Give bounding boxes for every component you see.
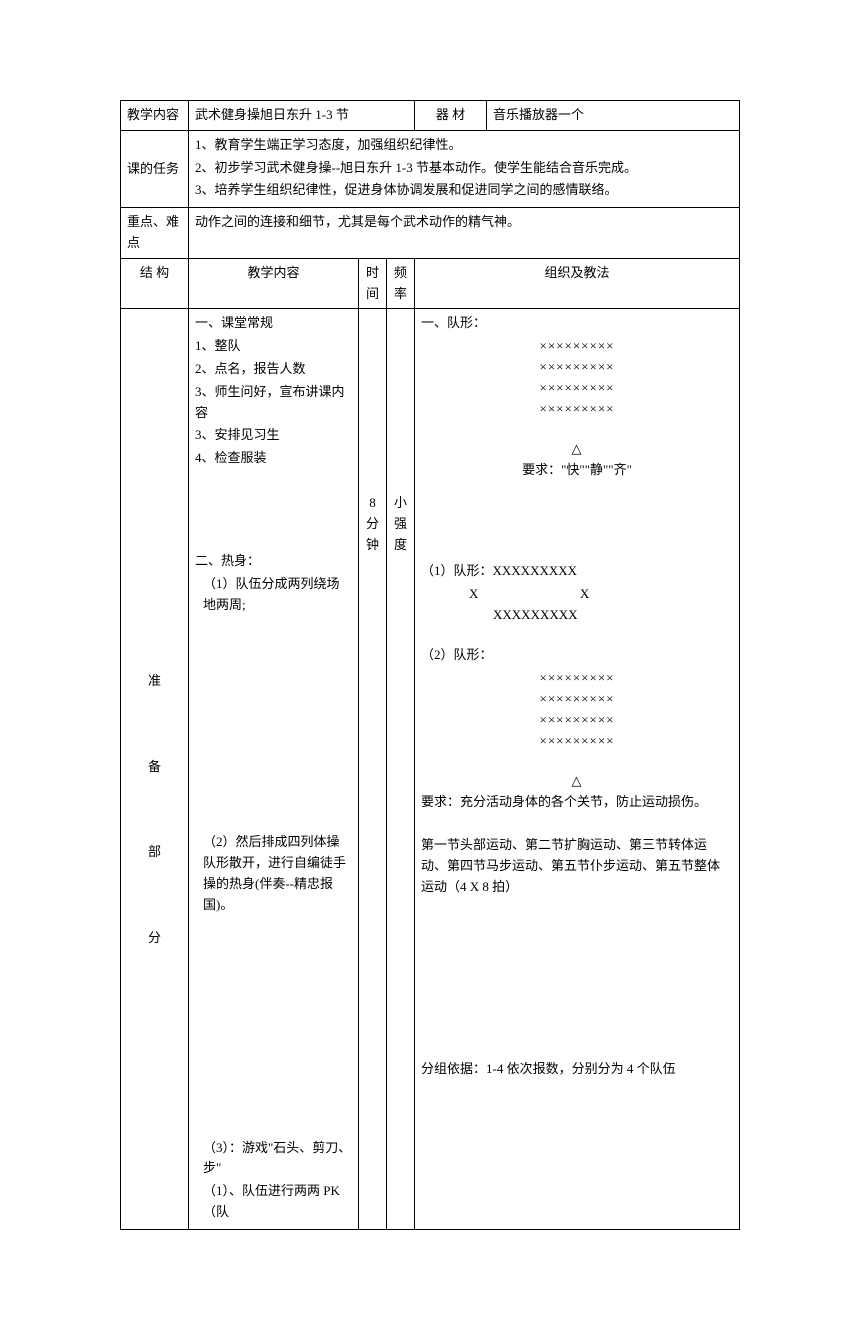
label-method: 组织及教法 <box>415 258 740 309</box>
prep-char-1: 准 <box>127 658 182 704</box>
formation-3-title: （2）队形： <box>421 645 733 666</box>
prep-char-2: 备 <box>127 744 182 790</box>
prep-char-3: 部 <box>127 829 182 875</box>
row-prep: 准 备 部 分 一、课堂常规 1、整队 2、点名，报告人数 3、师生问好，宣布讲… <box>121 309 740 1229</box>
routine-title: 一、课堂常规 <box>195 313 352 334</box>
formation-3-row3: ××××××××× <box>421 710 733 731</box>
task-1: 1、教育学生端正学习态度，加强组织纪律性。 <box>195 135 733 156</box>
label-task: 课的任务 <box>121 130 189 207</box>
routine-2: 2、点名，报告人数 <box>195 359 352 380</box>
triangle-2: △ <box>421 771 733 792</box>
label-equipment: 器 材 <box>415 101 487 131</box>
row-teaching-content: 教学内容 武术健身操旭日东升 1-3 节 器 材 音乐播放器一个 <box>121 101 740 131</box>
prep-char-4: 分 <box>127 915 182 961</box>
warmup-1: （1）队伍分成两列绕场地两周; <box>195 574 352 616</box>
time-2: 分 <box>365 514 380 535</box>
formation-1-row2: ××××××××× <box>421 357 733 378</box>
routine-4: 3、安排见习生 <box>195 425 352 446</box>
freq-2: 强 <box>393 514 408 535</box>
task-3: 3、培养学生组织纪律性，促进身体协调发展和促进同学之间的感情联络。 <box>195 180 733 201</box>
label-structure: 结 构 <box>121 258 189 309</box>
freq-prep: 小 强 度 <box>387 309 415 1229</box>
value-task: 1、教育学生端正学习态度，加强组织纪律性。 2、初步学习武术健身操--旭日东升 … <box>189 130 740 207</box>
value-teaching-content: 武术健身操旭日东升 1-3 节 <box>189 101 415 131</box>
formation-2-title: （1）队形：XXXXXXXXX <box>421 561 733 582</box>
formation-2-mid: X X <box>421 584 733 605</box>
freq-1: 小 <box>393 493 408 514</box>
row-key: 重点、难点 动作之间的连接和细节，尤其是每个武术动作的精气神。 <box>121 208 740 259</box>
row-subheaders: 结 构 教学内容 时间 频率 组织及教法 <box>121 258 740 309</box>
formation-1-title: 一、队形： <box>421 313 733 334</box>
value-key: 动作之间的连接和细节，尤其是每个武术动作的精气神。 <box>189 208 740 259</box>
group-text: 分组依据：1-4 依次报数，分别分为 4 个队伍 <box>421 1059 733 1080</box>
time-prep: 8 分 钟 <box>359 309 387 1229</box>
warmup-3: （3）：游戏"石头、剪刀、步" <box>195 1138 352 1180</box>
freq-3: 度 <box>393 535 408 556</box>
label-content: 教学内容 <box>189 258 359 309</box>
warmup-title: 二、热身： <box>195 551 352 572</box>
formation-1-row: ××××××××× <box>421 336 733 357</box>
f2-c: XXXXXXXXX <box>421 605 733 626</box>
f2-a: X <box>469 586 478 601</box>
routine-1: 1、整队 <box>195 336 352 357</box>
time-1: 8 <box>365 493 380 514</box>
triangle-1: △ <box>421 439 733 460</box>
label-time: 时间 <box>359 258 387 309</box>
f2-b: X <box>580 586 589 601</box>
routine-5: 4、检查服装 <box>195 448 352 469</box>
label-freq: 频率 <box>387 258 415 309</box>
row-task: 课的任务 1、教育学生端正学习态度，加强组织纪律性。 2、初步学习武术健身操--… <box>121 130 740 207</box>
task-2: 2、初步学习武术健身操--旭日东升 1-3 节基本动作。使学生能结合音乐完成。 <box>195 158 733 179</box>
formation-3-row2: ××××××××× <box>421 689 733 710</box>
method-prep: 一、队形： ××××××××× ××××××××× ××××××××× ××××… <box>415 309 740 1229</box>
warmup-2: （2）然后排成四列体操队形散开，进行自编徒手操的热身(伴奏--精忠报国)。 <box>195 832 352 915</box>
time-3: 钟 <box>365 535 380 556</box>
label-teaching-content: 教学内容 <box>121 101 189 131</box>
sections-text: 第一节头部运动、第二节扩胸运动、第三节转体运动、第四节马步运动、第五节仆步运动、… <box>421 835 733 897</box>
label-key: 重点、难点 <box>121 208 189 259</box>
formation-1-row4: ××××××××× <box>421 399 733 420</box>
structure-prep: 准 备 部 分 <box>121 309 189 1229</box>
routine-3: 3、师生问好，宣布讲课内容 <box>195 382 352 424</box>
req-2: 要求：充分活动身体的各个关节，防止运动损伤。 <box>421 792 733 813</box>
req-1: 要求："快""静""齐" <box>421 460 733 481</box>
warmup-4: （1）、队伍进行两两 PK（队 <box>195 1181 352 1223</box>
content-prep: 一、课堂常规 1、整队 2、点名，报告人数 3、师生问好，宣布讲课内容 3、安排… <box>189 309 359 1229</box>
formation-1-row3: ××××××××× <box>421 378 733 399</box>
lesson-plan-table: 教学内容 武术健身操旭日东升 1-3 节 器 材 音乐播放器一个 课的任务 1、… <box>120 100 740 1230</box>
value-equipment: 音乐播放器一个 <box>487 101 740 131</box>
formation-3-row: ××××××××× <box>421 668 733 689</box>
formation-3-row4: ××××××××× <box>421 731 733 752</box>
